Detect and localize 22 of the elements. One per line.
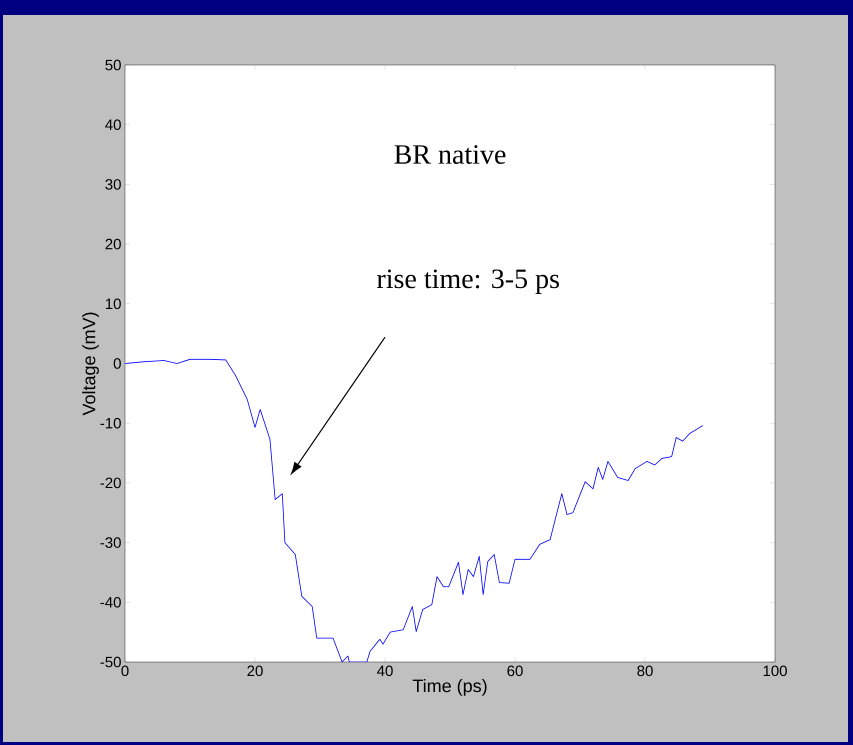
x-tick-label: 80 [637,666,653,676]
y-tick-label: 30 [105,179,121,190]
y-tick-label: 20 [106,238,121,250]
x-tick-label: 40 [377,666,393,676]
y-tick-label: -40 [100,596,121,608]
x-tick-label: 0 [121,666,129,676]
x-tick-label: 20 [247,666,263,676]
y-tick-label: 50 [105,60,121,70]
x-axis-title: Time (ps) [412,679,487,696]
y-axis-title: Voltage (mV) [82,312,99,416]
y-tick-label: -10 [100,418,121,428]
line-series [125,358,704,662]
x-tick-label: 60 [507,666,523,676]
x-tick-label: 100 [764,666,787,676]
y-tick-label: 0 [114,358,121,369]
text: BR native [394,145,506,164]
y-tick-label: -50 [100,656,121,668]
y-tick-label: -20 [100,478,121,488]
y-tick-label: 40 [105,119,121,130]
y-tick-label: 10 [106,298,121,310]
y-tick-label: -30 [100,537,121,548]
annotation: rise time: 3-5 ps [377,269,559,294]
